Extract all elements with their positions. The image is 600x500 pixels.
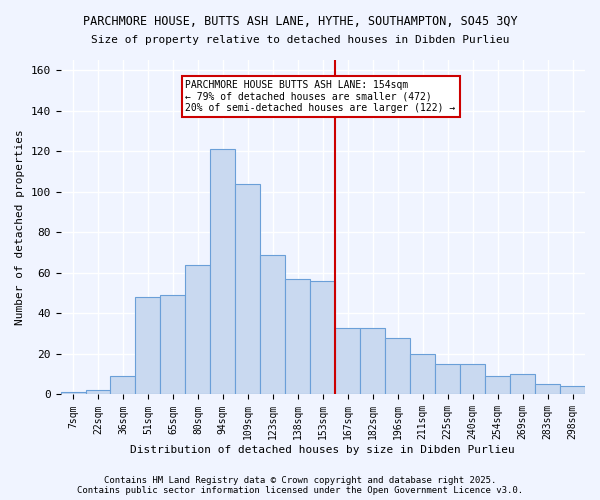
Bar — [435, 364, 460, 394]
Bar — [360, 328, 385, 394]
Text: Contains HM Land Registry data © Crown copyright and database right 2025.
Contai: Contains HM Land Registry data © Crown c… — [77, 476, 523, 495]
Bar — [460, 364, 485, 394]
Bar — [485, 376, 510, 394]
Bar — [385, 338, 410, 394]
Bar — [185, 264, 211, 394]
Bar — [235, 184, 260, 394]
X-axis label: Distribution of detached houses by size in Dibden Purlieu: Distribution of detached houses by size … — [130, 445, 515, 455]
Text: PARCHMORE HOUSE BUTTS ASH LANE: 154sqm
← 79% of detached houses are smaller (472: PARCHMORE HOUSE BUTTS ASH LANE: 154sqm ←… — [185, 80, 455, 114]
Bar — [410, 354, 435, 395]
Bar — [211, 149, 235, 394]
Bar — [160, 295, 185, 394]
Bar — [310, 281, 335, 394]
Y-axis label: Number of detached properties: Number of detached properties — [15, 130, 25, 325]
Bar — [136, 297, 160, 394]
Text: Size of property relative to detached houses in Dibden Purlieu: Size of property relative to detached ho… — [91, 35, 509, 45]
Bar — [286, 279, 310, 394]
Bar — [260, 254, 286, 394]
Bar — [335, 328, 360, 394]
Text: PARCHMORE HOUSE, BUTTS ASH LANE, HYTHE, SOUTHAMPTON, SO45 3QY: PARCHMORE HOUSE, BUTTS ASH LANE, HYTHE, … — [83, 15, 517, 28]
Bar — [510, 374, 535, 394]
Bar — [61, 392, 86, 394]
Bar — [560, 386, 585, 394]
Bar — [535, 384, 560, 394]
Bar — [86, 390, 110, 394]
Bar — [110, 376, 136, 394]
